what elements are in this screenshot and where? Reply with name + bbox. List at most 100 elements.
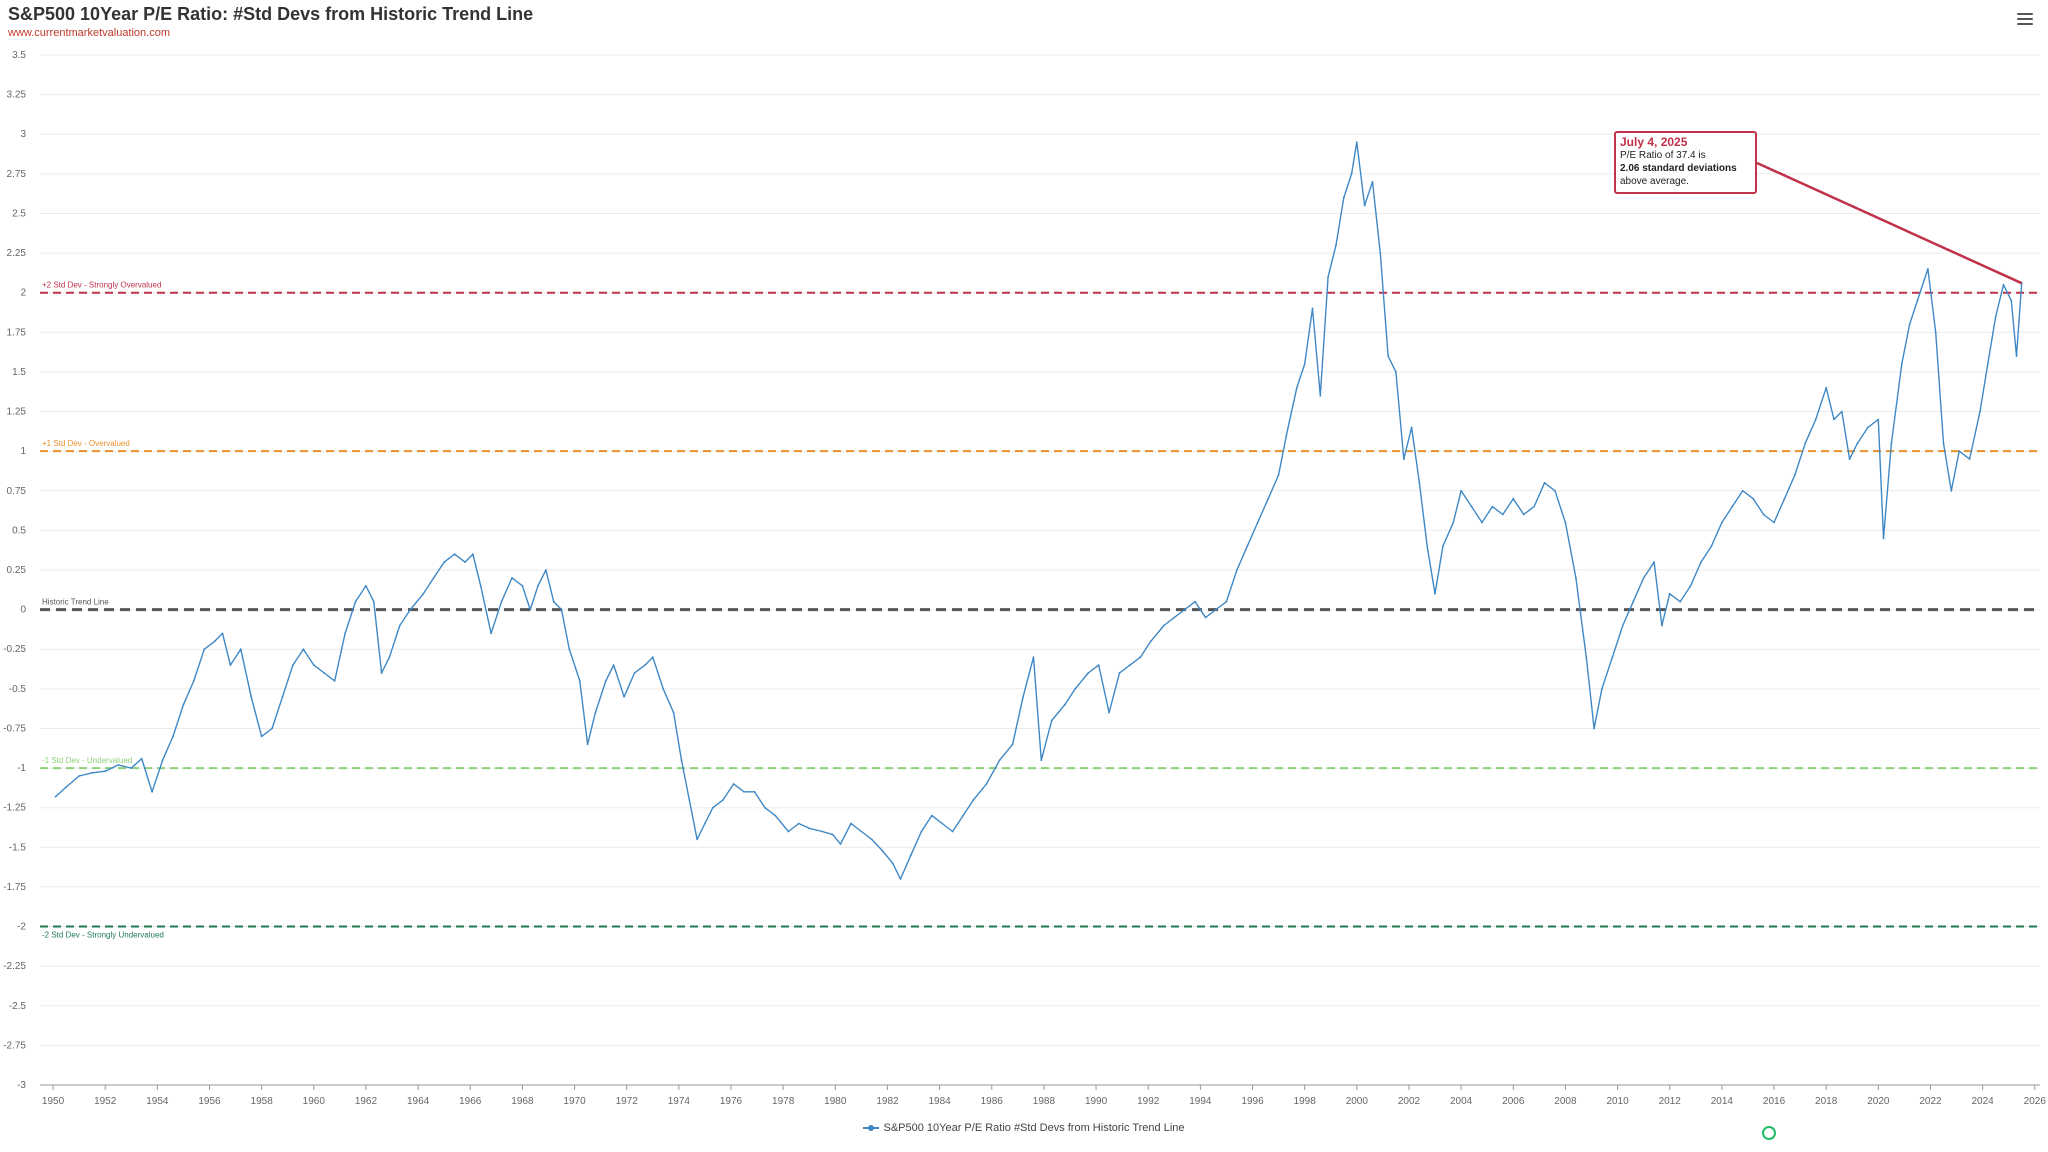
data-point <box>1097 664 1100 666</box>
data-point <box>1731 505 1734 508</box>
x-axis: 1950 1952 1954 1956 1958 1960 1962 1964 1966 1968… <box>40 1084 2047 1107</box>
data-point <box>203 648 206 651</box>
data-point <box>1564 521 1567 524</box>
x-tick-label: 1998 <box>1294 1096 1317 1107</box>
data-point <box>891 862 894 865</box>
data-point <box>930 814 933 817</box>
data-point <box>1927 268 1929 270</box>
data-point <box>985 783 988 785</box>
data-point <box>1460 489 1462 492</box>
legend-item[interactable]: S&P500 10Year P/E Ratio #Std Devs from H… <box>863 1122 1185 1134</box>
data-point <box>1642 577 1645 579</box>
reference-line-label: -2 Std Dev - Strongly Undervalued <box>42 931 164 940</box>
x-tick-label: 1972 <box>616 1096 639 1107</box>
data-point <box>1236 569 1238 571</box>
x-tick-label: 1954 <box>146 1096 169 1107</box>
data-point <box>65 786 67 788</box>
data-point <box>1335 244 1337 247</box>
data-point <box>941 822 944 825</box>
data-point <box>192 680 195 682</box>
y-tick-label: 1.5 <box>12 367 26 378</box>
y-tick-label: 3 <box>20 129 26 140</box>
x-tick-label: 2026 <box>2024 1096 2047 1107</box>
y-tick-label: 1 <box>20 446 26 457</box>
data-point <box>1032 656 1035 659</box>
y-tick-label: 3.5 <box>12 50 26 61</box>
data-point <box>213 640 216 643</box>
data-point <box>372 600 375 603</box>
data-point <box>962 814 964 817</box>
data-point <box>312 664 315 666</box>
data-point <box>1741 489 1744 492</box>
data-point <box>529 608 532 611</box>
x-tick-label: 1960 <box>303 1096 326 1107</box>
data-point <box>998 759 1001 762</box>
data-point <box>1575 577 1577 579</box>
hamburger-menu-icon[interactable] <box>2014 10 2036 28</box>
data-point <box>1986 363 1989 365</box>
y-tick-label: -1 <box>17 763 26 774</box>
data-point <box>1379 252 1382 255</box>
data-point <box>182 703 185 706</box>
y-tick-label: -0.5 <box>9 684 27 695</box>
data-point <box>688 798 691 801</box>
data-point <box>1402 458 1405 460</box>
legend-marker-icon <box>863 1123 880 1133</box>
data-point <box>1434 592 1436 595</box>
data-point <box>1256 521 1259 524</box>
x-tick-label: 1958 <box>251 1096 274 1107</box>
data-point <box>1022 695 1024 698</box>
data-point <box>1204 616 1207 619</box>
x-tick-label: 1980 <box>824 1096 847 1107</box>
data-point <box>1958 450 1961 453</box>
data-point <box>839 843 842 845</box>
data-point <box>1794 474 1796 476</box>
data-point <box>432 577 435 579</box>
data-point <box>1934 331 1937 334</box>
data-point <box>117 764 120 766</box>
callout-date: July 4, 2025 <box>1620 135 1688 149</box>
data-point <box>1543 481 1546 484</box>
data-point <box>1246 545 1249 548</box>
data-point <box>1908 323 1911 326</box>
x-tick-label: 2008 <box>1554 1096 1577 1107</box>
data-point <box>764 806 766 809</box>
data-point <box>1773 521 1775 524</box>
data-point <box>1194 600 1196 603</box>
data-point <box>604 680 607 682</box>
data-point <box>722 798 725 801</box>
data-point <box>1129 664 1131 666</box>
x-tick-label: 2022 <box>1919 1096 1942 1107</box>
data-point <box>380 672 383 674</box>
data-point <box>1601 687 1603 690</box>
data-point <box>2010 299 2013 302</box>
data-point <box>479 584 482 587</box>
data-point <box>1653 561 1655 563</box>
reference-lines: +2 Std Dev - Strongly Overvalued +1 Std D… <box>40 281 2040 940</box>
reference-line-label: +2 Std Dev - Strongly Overvalued <box>42 281 161 290</box>
callout-line3: above average. <box>1620 176 1689 187</box>
y-tick-label: -1.5 <box>9 842 27 853</box>
x-tick-label: 1976 <box>720 1096 743 1107</box>
data-point <box>633 672 636 674</box>
data-point <box>1804 442 1807 445</box>
data-point <box>1762 513 1765 516</box>
y-tick-label: -0.75 <box>3 723 26 734</box>
data-point <box>1710 545 1713 548</box>
series-layer <box>54 141 2023 880</box>
data-point <box>1063 703 1066 706</box>
data-point <box>323 672 326 674</box>
data-point <box>552 600 555 603</box>
data-point <box>651 656 654 659</box>
data-point <box>1994 315 1997 318</box>
x-tick-label: 2002 <box>1398 1096 1421 1107</box>
chart-subtitle: www.currentmarketvaluation.com <box>8 27 171 39</box>
data-point <box>354 600 357 603</box>
data-point <box>1867 426 1869 429</box>
data-point <box>680 759 683 762</box>
data-point <box>732 783 735 785</box>
data-point <box>344 632 346 635</box>
y-tick-label: 2.25 <box>7 248 27 259</box>
data-point <box>753 790 756 793</box>
data-point <box>1163 624 1165 627</box>
